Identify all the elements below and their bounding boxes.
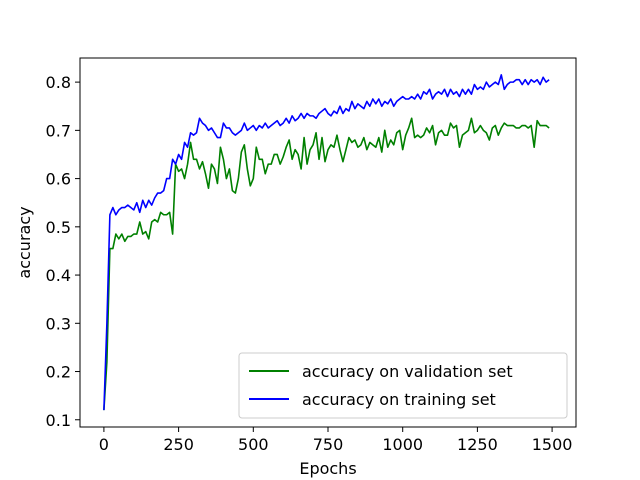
x-tick-label: 1500: [532, 435, 573, 454]
series-line-training: [103, 74, 550, 411]
y-tick-label: 0.4: [46, 266, 71, 285]
x-tick-label: 1250: [457, 435, 498, 454]
y-tick-label: 0.3: [46, 314, 71, 333]
x-axis-ticks: 0 250 500 750 1000 1250 1500: [99, 427, 573, 454]
legend: accuracy on validation set accuracy on t…: [238, 352, 568, 419]
x-tick-label: 750: [313, 435, 344, 454]
y-tick-label: 0.2: [46, 363, 71, 382]
y-tick-label: 0.6: [46, 170, 71, 189]
x-tick-label: 250: [163, 435, 194, 454]
legend-label-training: accuracy on training set: [302, 390, 496, 409]
legend-label-validation: accuracy on validation set: [302, 362, 513, 381]
y-tick-label: 0.7: [46, 121, 71, 140]
legend-box: [238, 352, 568, 419]
series-line-validation: [103, 117, 550, 411]
x-tick-label: 1000: [382, 435, 423, 454]
y-axis-label: accuracy: [15, 206, 34, 278]
x-tick-label: 500: [238, 435, 269, 454]
x-tick-label: 0: [99, 435, 109, 454]
y-tick-label: 0.8: [46, 73, 71, 92]
y-tick-label: 0.5: [46, 218, 71, 237]
y-axis-ticks: 0.1 0.2 0.3 0.4 0.5 0.6 0.7 0.8: [46, 73, 80, 430]
x-axis-label: Epochs: [299, 459, 356, 478]
y-tick-label: 0.1: [46, 411, 71, 430]
series-layer: [103, 74, 550, 411]
